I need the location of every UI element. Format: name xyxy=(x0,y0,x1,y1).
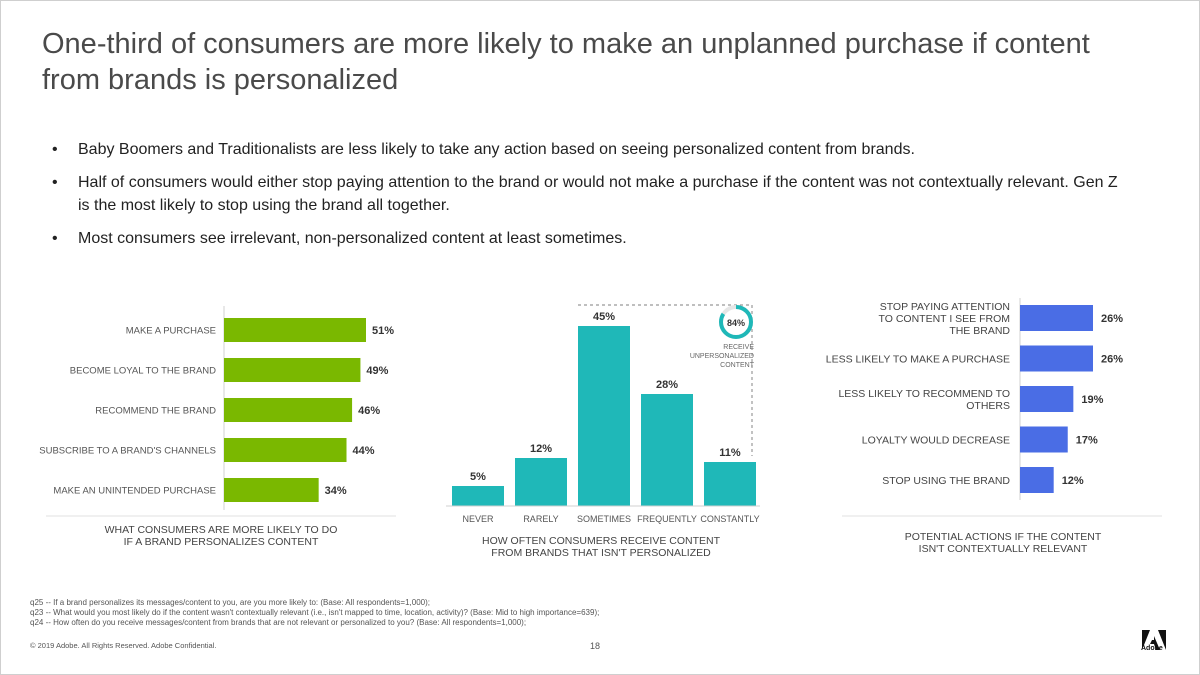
chart2-column xyxy=(641,394,693,506)
chart1-value-label: 46% xyxy=(358,405,380,417)
chart1-bar xyxy=(224,358,361,382)
chart2-column xyxy=(578,326,630,506)
chart1-bar xyxy=(224,438,347,462)
chart2-bracket xyxy=(578,304,753,456)
chart2-caption: FROM BRANDS THAT ISN'T PERSONALIZED xyxy=(491,547,711,559)
chart1-caption: WHAT CONSUMERS ARE MORE LIKELY TO DO xyxy=(105,524,338,536)
chart3-bar xyxy=(1020,305,1093,331)
copyright: © 2019 Adobe. All Rights Reserved. Adobe… xyxy=(30,641,217,650)
chart2-category-label: RARELY xyxy=(523,514,558,524)
title-line-1: One-third of consumers are more likely t… xyxy=(42,28,1090,60)
page-title: One-third of consumers are more likely t… xyxy=(42,26,1162,98)
chart2-category-label: FREQUENTLY xyxy=(637,514,697,524)
chart2-value-label: 28% xyxy=(656,379,678,391)
page-number: 18 xyxy=(590,641,601,651)
bullet-list: Baby Boomers and Traditionalists are les… xyxy=(48,138,1128,260)
chart3-category-label: LOYALTY WOULD DECREASE xyxy=(862,435,1010,447)
chart2-category-label: CONSTANTLY xyxy=(700,514,759,524)
chart3-value-label: 26% xyxy=(1101,354,1123,366)
chart3-value-label: 17% xyxy=(1076,435,1098,447)
bullet-item: Baby Boomers and Traditionalists are les… xyxy=(48,138,1128,161)
chart3-category-label: LESS LIKELY TO MAKE A PURCHASE xyxy=(826,354,1010,366)
chart2-category-label: SOMETIMES xyxy=(577,514,631,524)
chart3-category-label: STOP PAYING ATTENTION xyxy=(880,301,1010,313)
chart1-value-label: 44% xyxy=(353,445,375,457)
chart3-value-label: 26% xyxy=(1101,313,1123,325)
chart3-bar xyxy=(1020,386,1074,412)
adobe-logo-icon xyxy=(1142,630,1166,650)
chart3-value-label: 12% xyxy=(1062,475,1084,487)
chart2-caption: HOW OFTEN CONSUMERS RECEIVE CONTENT xyxy=(482,535,721,547)
logo-text: Adobe xyxy=(1141,645,1163,652)
chart3-category-label: OTHERS xyxy=(966,400,1010,412)
footnote: q23 -- What would you most likely do if … xyxy=(30,608,600,617)
chart1-bar xyxy=(224,318,366,342)
chart3-category-label: TO CONTENT I SEE FROM xyxy=(879,313,1010,325)
chart2-donut-arc xyxy=(719,305,753,339)
footnote: q24 -- How often do you receive messages… xyxy=(30,618,527,627)
chart1-category-label: MAKE A PURCHASE xyxy=(126,326,216,337)
chart1-category-label: RECOMMEND THE BRAND xyxy=(95,406,216,417)
chart1-value-label: 34% xyxy=(325,485,347,497)
chart2-annotation-text: CONTENT xyxy=(720,362,755,369)
chart3-caption: ISN'T CONTEXTUALLY RELEVANT xyxy=(919,543,1088,555)
chart1-bar xyxy=(224,398,353,422)
chart2-category-label: NEVER xyxy=(462,514,494,524)
chart1-caption: IF A BRAND PERSONALIZES CONTENT xyxy=(124,536,319,548)
chart3-category-label: STOP USING THE BRAND xyxy=(882,475,1010,487)
chart3-bar xyxy=(1020,467,1054,493)
chart2-column xyxy=(704,462,756,506)
chart1-category-label: SUBSCRIBE TO A BRAND'S CHANNELS xyxy=(39,446,216,457)
chart2-value-label: 5% xyxy=(470,471,486,483)
title-line-2: from brands is personalized xyxy=(42,64,399,96)
chart3-category-label: LESS LIKELY TO RECOMMEND TO xyxy=(838,388,1010,400)
chart3-caption: POTENTIAL ACTIONS IF THE CONTENT xyxy=(905,531,1102,543)
chart1-bar xyxy=(224,478,319,502)
chart1-category-label: BECOME LOYAL TO THE BRAND xyxy=(70,366,216,377)
footnotes: q25 -- If a brand personalizes its messa… xyxy=(30,598,930,628)
chart3-bar xyxy=(1020,345,1093,372)
bullet-item: Half of consumers would either stop payi… xyxy=(48,171,1128,217)
chart2-column xyxy=(452,486,504,506)
chart2-annotation-text: RECEIVE xyxy=(723,344,754,351)
chart2-donut-value: 84% xyxy=(727,318,745,328)
chart2-value-label: 11% xyxy=(719,447,741,459)
chart1-category-label: MAKE AN UNINTENDED PURCHASE xyxy=(53,486,216,497)
chart3-value-label: 19% xyxy=(1081,394,1103,406)
chart1-value-label: 49% xyxy=(366,365,388,377)
chart2-annotation-text: UNPERSONALIZED xyxy=(690,353,754,360)
chart2-value-label: 12% xyxy=(530,443,552,455)
chart2-value-label: 45% xyxy=(593,311,615,323)
chart3-category-label: THE BRAND xyxy=(949,325,1010,337)
chart3-bar xyxy=(1020,426,1068,453)
chart2-column xyxy=(515,458,567,506)
chart1-value-label: 51% xyxy=(372,325,394,337)
footnote: q25 -- If a brand personalizes its messa… xyxy=(30,598,430,607)
bullet-item: Most consumers see irrelevant, non-perso… xyxy=(48,227,1128,250)
